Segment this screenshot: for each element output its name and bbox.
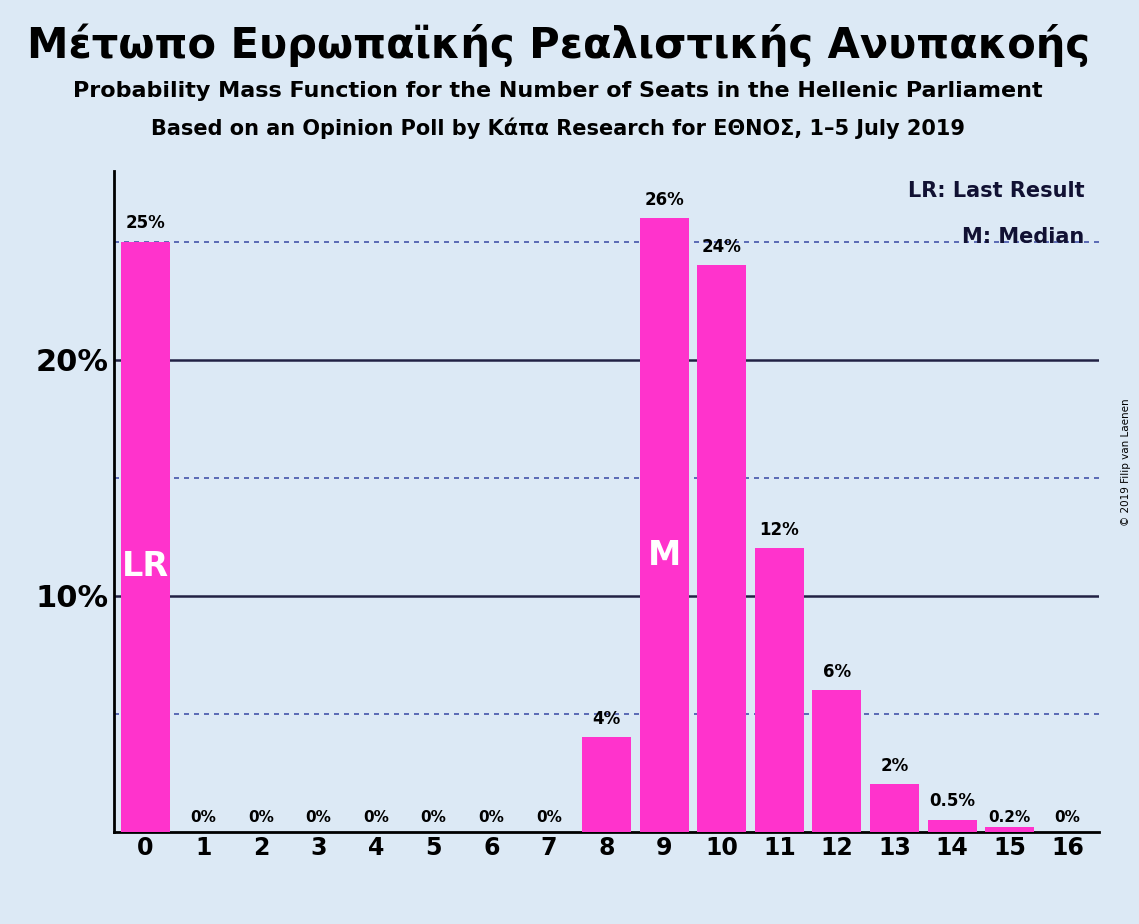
Text: 2%: 2% [880,757,909,775]
Text: 0%: 0% [363,809,390,824]
Text: 4%: 4% [592,710,621,728]
Text: M: M [647,539,681,572]
Text: 0%: 0% [478,809,505,824]
Text: 24%: 24% [702,237,741,256]
Bar [582,737,631,832]
Text: 0%: 0% [536,809,562,824]
Text: 26%: 26% [645,190,685,209]
Bar [985,827,1034,832]
Text: 12%: 12% [760,521,800,539]
Text: 0%: 0% [1055,809,1081,824]
Text: LR: Last Result: LR: Last Result [908,181,1084,201]
Bar [121,242,170,832]
Text: 6%: 6% [822,663,851,681]
Text: 25%: 25% [125,214,165,232]
Bar [812,690,861,832]
Text: 0%: 0% [420,809,446,824]
Text: LR: LR [122,550,170,583]
Text: Μέτωπο Ευρωπαϊκής Ρεαλιστικής Ανυπακοής: Μέτωπο Ευρωπαϊκής Ρεαλιστικής Ανυπακοής [26,23,1090,67]
Bar [640,218,689,832]
Bar [870,784,919,832]
Text: 0.5%: 0.5% [929,793,975,810]
Text: Probability Mass Function for the Number of Seats in the Hellenic Parliament: Probability Mass Function for the Number… [73,81,1043,102]
Text: Based on an Opinion Poll by Κάπα Research for ΕΘΝΟΣ, 1–5 July 2019: Based on an Opinion Poll by Κάπα Researc… [151,117,965,139]
Text: 0.2%: 0.2% [989,809,1031,824]
Text: © 2019 Filip van Laenen: © 2019 Filip van Laenen [1121,398,1131,526]
Bar [928,820,977,832]
Text: M: Median: M: Median [962,227,1084,247]
Bar [755,549,804,832]
Bar [697,265,746,832]
Text: 0%: 0% [248,809,273,824]
Text: 0%: 0% [190,809,216,824]
Text: 0%: 0% [305,809,331,824]
